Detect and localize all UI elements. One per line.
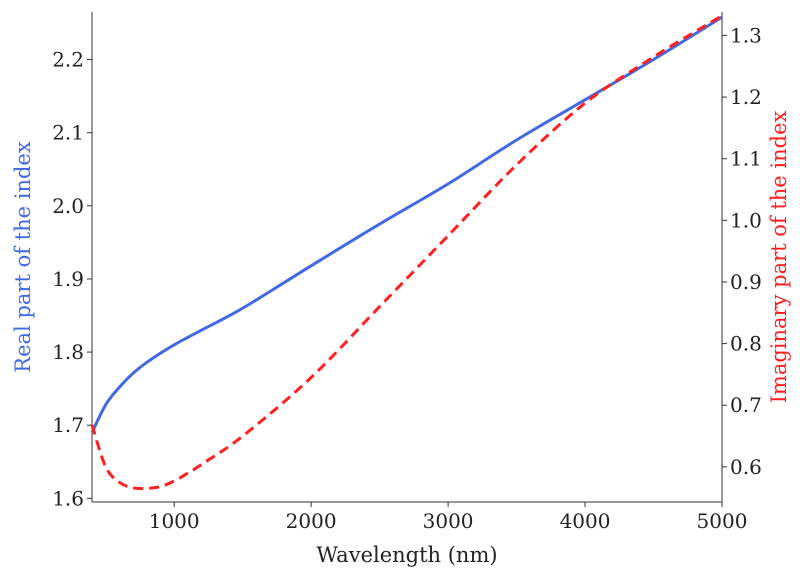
y-tick-label-right: 0.6 [730, 455, 762, 479]
x-axis-label: Wavelength (nm) [316, 543, 497, 567]
y-tick-label-left: 2.2 [52, 48, 84, 72]
y-tick-label-right: 0.8 [730, 332, 762, 356]
y-tick-label-right: 1.3 [730, 23, 762, 47]
x-tick-label: 5000 [697, 509, 748, 533]
y-tick-label-left: 1.9 [52, 267, 84, 291]
ticks: 1000 2000 3000 4000 5000 1.6 1.7 1.8 1.9 2.0 2.1 2.… [52, 23, 762, 533]
x-tick-label: 1000 [149, 509, 200, 533]
y-tick-label-right: 1.1 [730, 147, 762, 171]
x-tick-label: 4000 [560, 509, 611, 533]
axes [91, 12, 723, 503]
y-tick-label-left: 2.0 [52, 194, 84, 218]
y-tick-label-right: 1.0 [730, 208, 762, 232]
y-tick-label-right: 0.9 [730, 270, 762, 294]
y-tick-label-right: 1.2 [730, 85, 762, 109]
x-tick-label: 2000 [286, 509, 337, 533]
y-tick-label-left: 1.8 [52, 340, 84, 364]
y-tick-label-left: 2.1 [52, 121, 84, 145]
series-line-imaginary [90, 14, 723, 491]
y-tick-label-right: 0.7 [730, 393, 762, 417]
y-tick-label-left: 1.7 [52, 413, 84, 437]
y-axis-label-right: Imaginary part of the index [767, 110, 791, 403]
series-layer [90, 14, 723, 491]
y-tick-label-left: 1.6 [52, 486, 84, 510]
y-axis-label-left: Real part of the index [11, 141, 35, 373]
x-tick-label: 3000 [423, 509, 474, 533]
series-line-real [90, 15, 723, 434]
